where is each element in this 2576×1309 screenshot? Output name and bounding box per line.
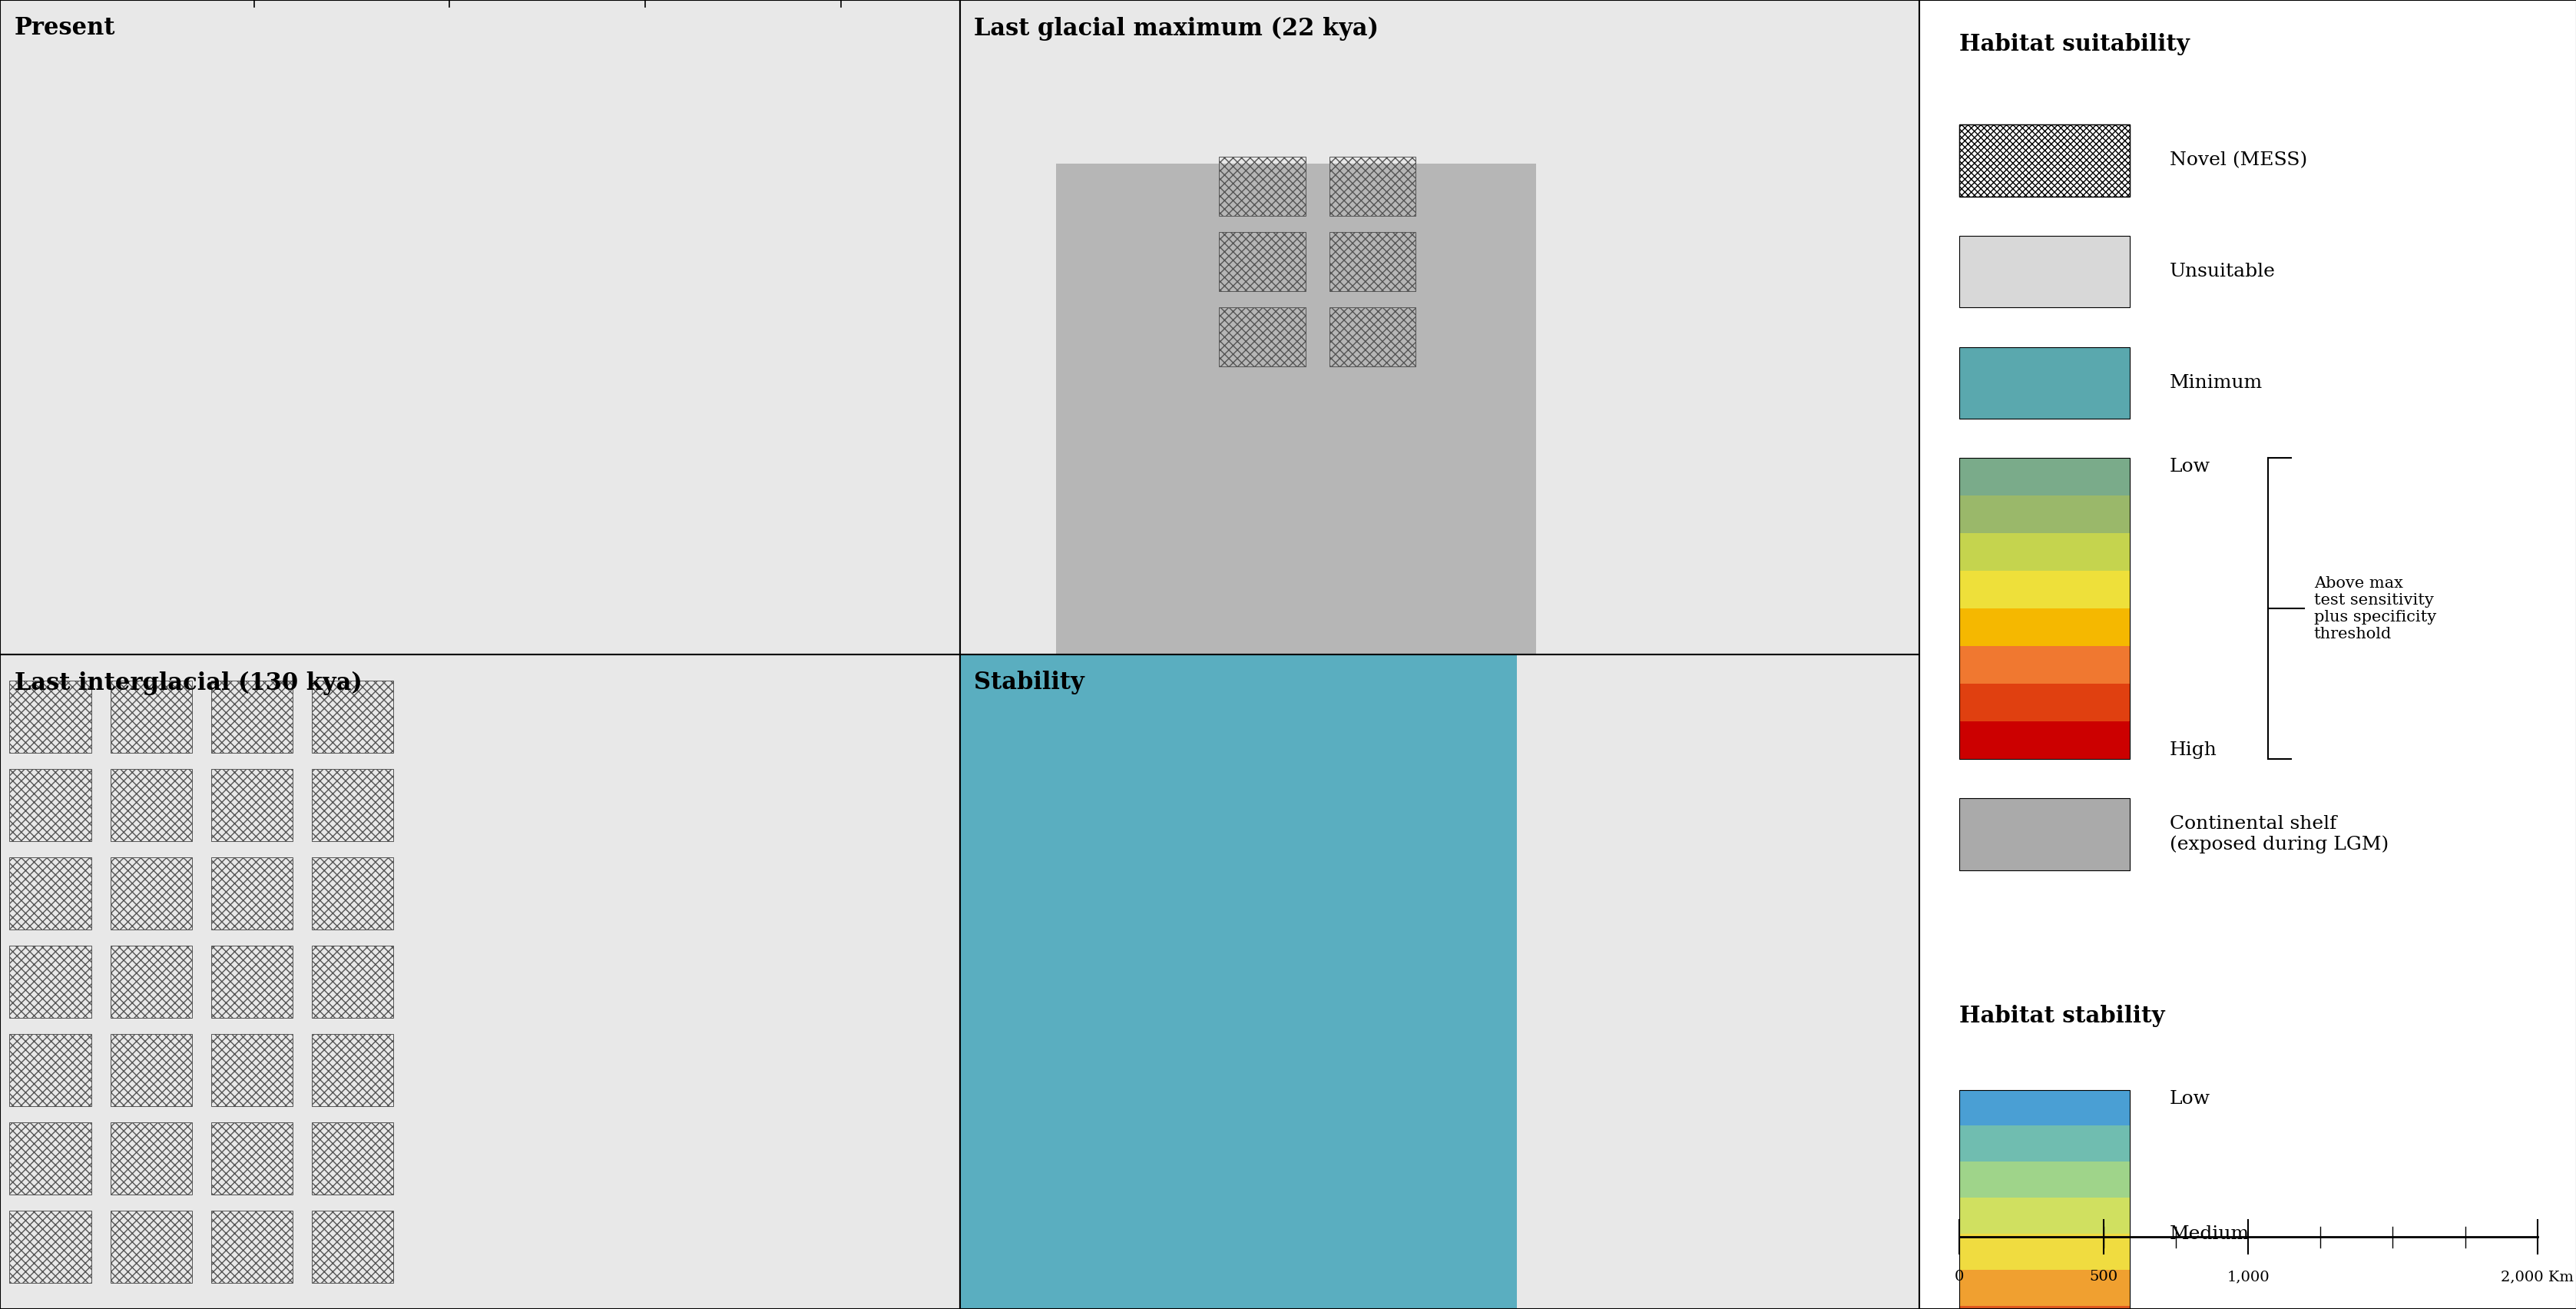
Text: 0: 0 xyxy=(1953,1270,1963,1284)
Text: Unsuitable: Unsuitable xyxy=(2169,263,2275,280)
FancyBboxPatch shape xyxy=(1958,1270,2130,1305)
FancyBboxPatch shape xyxy=(1958,124,2130,196)
FancyBboxPatch shape xyxy=(1958,647,2130,683)
FancyBboxPatch shape xyxy=(1958,496,2130,533)
FancyBboxPatch shape xyxy=(1958,347,2130,419)
FancyBboxPatch shape xyxy=(1958,609,2130,647)
Text: Last glacial maximum (22 kya): Last glacial maximum (22 kya) xyxy=(974,17,1378,41)
Text: Stability: Stability xyxy=(974,670,1084,695)
Text: High: High xyxy=(2169,742,2215,759)
Text: Last interglacial (130 kya): Last interglacial (130 kya) xyxy=(15,670,363,695)
FancyBboxPatch shape xyxy=(1958,1305,2130,1309)
Text: 500: 500 xyxy=(2089,1270,2117,1284)
Text: Habitat suitability: Habitat suitability xyxy=(1958,33,2190,55)
Text: Medium: Medium xyxy=(2169,1225,2249,1242)
FancyBboxPatch shape xyxy=(1958,236,2130,308)
Text: 2,000 Km: 2,000 Km xyxy=(2501,1270,2573,1284)
Text: Low: Low xyxy=(2169,458,2210,475)
Text: Above max
test sensitivity
plus specificity
threshold: Above max test sensitivity plus specific… xyxy=(2313,576,2434,641)
FancyBboxPatch shape xyxy=(1958,721,2130,759)
FancyBboxPatch shape xyxy=(1958,533,2130,571)
Bar xyxy=(1056,164,1535,654)
Text: Novel (MESS): Novel (MESS) xyxy=(2169,152,2306,169)
Text: 1,000: 1,000 xyxy=(2226,1270,2269,1284)
Bar xyxy=(958,654,1517,1309)
Text: Habitat stability: Habitat stability xyxy=(1958,1004,2164,1028)
FancyBboxPatch shape xyxy=(1958,798,2130,870)
FancyBboxPatch shape xyxy=(1958,1089,2130,1126)
FancyBboxPatch shape xyxy=(1958,571,2130,609)
FancyBboxPatch shape xyxy=(1958,1161,2130,1198)
Text: Present: Present xyxy=(15,17,116,41)
Text: Low: Low xyxy=(2169,1089,2210,1107)
FancyBboxPatch shape xyxy=(1958,683,2130,721)
FancyBboxPatch shape xyxy=(1958,1198,2130,1233)
Text: Continental shelf
(exposed during LGM): Continental shelf (exposed during LGM) xyxy=(2169,816,2388,853)
FancyBboxPatch shape xyxy=(1958,1233,2130,1270)
FancyBboxPatch shape xyxy=(1958,1126,2130,1161)
FancyBboxPatch shape xyxy=(1958,458,2130,496)
Text: Minimum: Minimum xyxy=(2169,374,2262,391)
